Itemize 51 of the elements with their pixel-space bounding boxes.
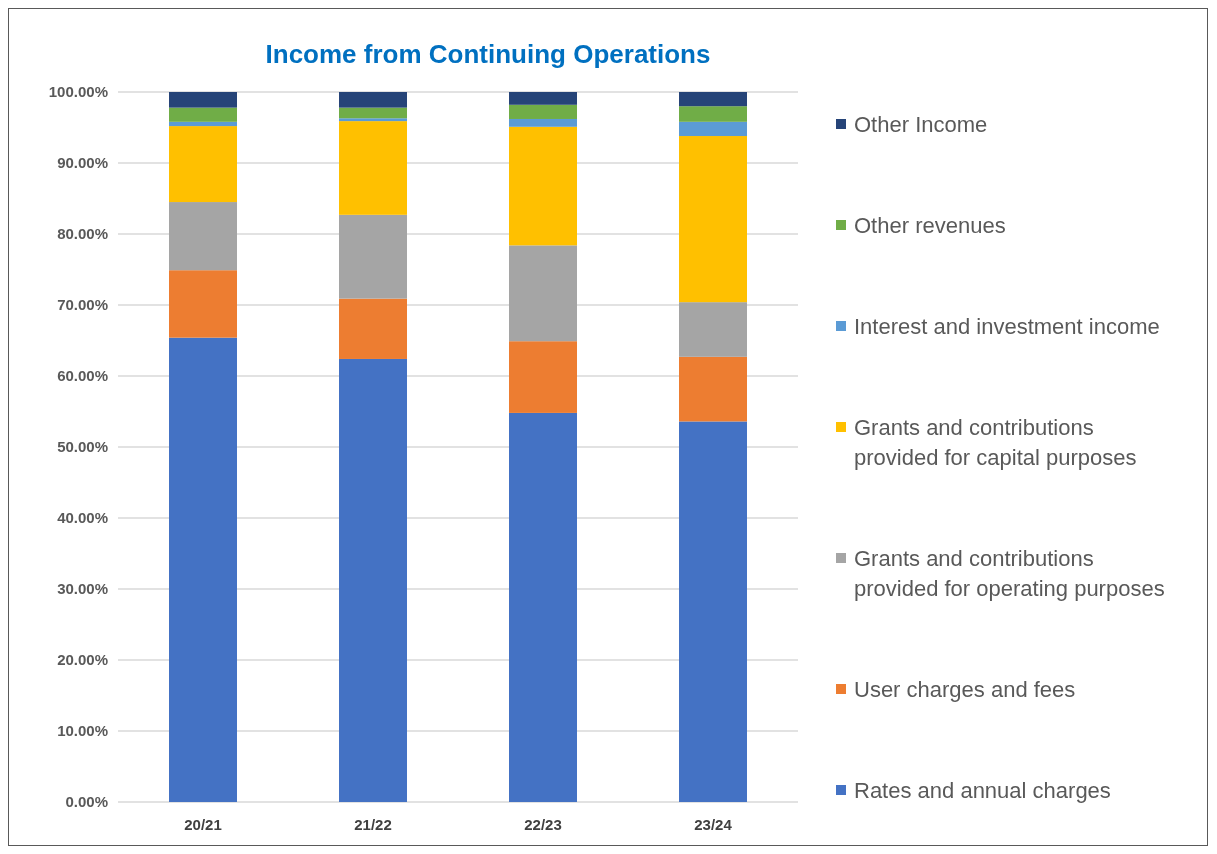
bar [169,202,237,271]
bar [509,104,577,119]
bar [509,118,577,127]
bar [339,298,407,359]
bar [169,270,237,338]
y-tick-label: 90.00% [57,154,108,172]
bar [509,126,577,246]
bar [509,92,577,105]
legend-label: Other Income [854,111,988,137]
bar [339,92,407,108]
chart-title: Income from Continuing Operations [265,39,711,69]
x-tick-label: 20/21 [184,816,222,833]
legend-label: Grants and contributions provided for capital purposes [854,414,1137,470]
bar [339,214,407,299]
bar [509,341,577,413]
x-tick-label: 21/22 [354,816,392,833]
bar [509,412,577,802]
y-tick-label: 20.00% [57,651,108,669]
legend-label: User charges and fees [854,676,1076,702]
bar [339,358,407,802]
bar [339,121,407,215]
legend-label: Grants and contributions provided for operating purposes [854,545,1165,601]
bar [679,121,747,137]
bar [679,106,747,122]
bar [339,118,407,122]
bar [679,92,747,107]
bar [679,302,747,357]
y-tick-label: 60.00% [57,367,108,385]
bar [679,356,747,422]
legend-label: Rates and annual charges [854,777,1111,803]
y-tick-label: 50.00% [57,438,108,456]
bar [509,245,577,342]
bar [169,107,237,122]
bar [339,107,407,119]
y-tick-label: 0.00% [65,793,108,811]
legend-label: Other revenues [854,212,1006,238]
bar [679,421,747,802]
bar [169,92,237,108]
y-tick-label: 100.00% [48,83,108,101]
bar [679,136,747,303]
y-tick-label: 40.00% [57,509,108,527]
bar [169,126,237,203]
x-tick-label: 22/23 [524,816,562,833]
legend-label: Interest and investment income [854,313,1160,339]
bar [169,337,237,802]
y-tick-label: 70.00% [57,296,108,314]
bar [169,121,237,127]
y-tick-label: 80.00% [57,225,108,243]
y-tick-label: 10.00% [57,722,108,740]
x-tick-label: 23/24 [694,816,733,833]
y-tick-label: 30.00% [57,580,108,598]
